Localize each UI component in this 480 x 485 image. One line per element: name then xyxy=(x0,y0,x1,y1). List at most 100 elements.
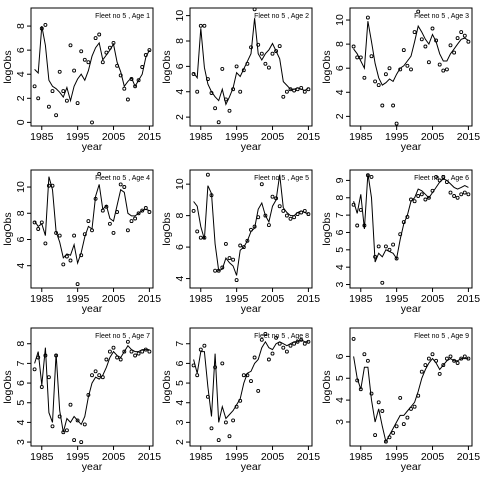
data-point xyxy=(64,98,69,103)
y-tick-label: 6 xyxy=(334,65,346,71)
data-point xyxy=(462,354,467,359)
y-tick-label: 2 xyxy=(15,95,27,101)
data-point xyxy=(111,230,116,235)
panel-3: 1985 1995 2005 2015 2 4 6 8 10 year logObs Fleet no… xyxy=(321,7,480,153)
data-point xyxy=(202,235,207,240)
fitted-line xyxy=(353,356,469,443)
data-point xyxy=(398,67,403,72)
data-point xyxy=(90,120,94,125)
data-point xyxy=(216,268,221,273)
x-tick-label: 1985 xyxy=(189,293,213,305)
data-point xyxy=(423,363,428,368)
data-point xyxy=(466,192,471,197)
data-point xyxy=(362,75,367,80)
data-point xyxy=(365,15,370,20)
y-tick-label: 4 xyxy=(334,264,346,270)
data-point xyxy=(351,336,356,341)
data-point xyxy=(256,388,261,393)
data-point xyxy=(205,172,210,177)
data-point xyxy=(223,97,228,102)
x-tick-label: 2005 xyxy=(421,293,445,305)
x-tick-label: 2005 xyxy=(261,293,285,305)
data-point xyxy=(238,398,243,403)
data-point xyxy=(245,238,250,243)
data-point xyxy=(266,223,271,228)
data-point xyxy=(249,379,253,384)
panel-9: 1985 1995 2005 2015 3 4 5 6 year logObs Fleet no 5… xyxy=(321,327,480,473)
data-point xyxy=(43,22,48,27)
y-tick-label: 4 xyxy=(15,71,27,77)
data-point xyxy=(107,349,112,354)
y-axis-label: logObs xyxy=(161,370,173,403)
x-tick-label: 1995 xyxy=(225,451,249,463)
data-point xyxy=(241,68,246,73)
data-point xyxy=(383,72,388,77)
data-point xyxy=(358,55,363,60)
data-point xyxy=(43,241,48,246)
data-point xyxy=(104,357,109,362)
data-point xyxy=(398,232,403,237)
y-tick-label: 5 xyxy=(334,247,346,253)
data-point xyxy=(36,96,41,101)
data-point xyxy=(419,369,424,374)
data-point xyxy=(295,212,300,217)
x-tick-label: 1995 xyxy=(225,131,249,143)
plot-frame xyxy=(30,169,154,289)
y-tick-label: 10 xyxy=(174,10,186,22)
x-axis-label: year xyxy=(401,141,422,153)
data-point xyxy=(143,206,148,210)
y-tick-label: 6 xyxy=(174,360,186,366)
y-axis-label: logObs xyxy=(161,212,173,245)
plot-frame xyxy=(349,169,473,289)
data-point xyxy=(383,439,388,444)
data-point xyxy=(68,402,73,407)
data-point xyxy=(93,196,98,201)
data-point xyxy=(302,208,307,213)
data-point xyxy=(133,84,138,89)
y-tick-label: 6 xyxy=(174,63,186,69)
data-point xyxy=(373,433,378,438)
y-tick-label: 3 xyxy=(334,281,346,287)
x-tick-label: 1985 xyxy=(30,293,54,305)
data-point xyxy=(358,387,363,392)
data-point xyxy=(299,210,304,215)
data-point xyxy=(36,227,41,231)
data-point xyxy=(122,349,127,354)
panel-5: 1985 1995 2005 2015 4 6 8 10 year logObs Fleet no … xyxy=(161,169,320,315)
panel-7: 1985 1995 2005 2015 3 4 5 6 7 8 year logObs Fleet no… xyxy=(2,327,161,473)
data-point xyxy=(252,7,257,12)
data-point xyxy=(358,207,363,212)
x-axis-label: year xyxy=(241,461,262,473)
x-tick-label: 2015 xyxy=(457,131,480,143)
data-point xyxy=(391,242,396,247)
data-point xyxy=(241,373,246,378)
data-point xyxy=(452,358,457,363)
plot-frame xyxy=(189,7,313,127)
data-point xyxy=(61,262,66,267)
plot-frame xyxy=(349,7,473,127)
data-point xyxy=(93,36,98,41)
data-point xyxy=(277,44,282,49)
data-point xyxy=(245,373,250,378)
data-point xyxy=(231,257,236,262)
y-tick-label: 7 xyxy=(174,341,186,347)
panel-title: Fleet no 5 , Age 2 xyxy=(254,13,309,20)
data-point xyxy=(394,256,399,261)
data-point xyxy=(462,33,467,38)
y-tick-label: 6 xyxy=(334,353,346,359)
data-point xyxy=(274,335,279,340)
panel-2: 1985 1995 2005 2015 2 4 6 8 10 year logObs Fleet no… xyxy=(161,7,320,153)
data-point xyxy=(107,221,112,226)
y-tick-label: 7 xyxy=(15,360,27,366)
data-point xyxy=(263,213,268,218)
data-point xyxy=(373,79,378,84)
x-tick-label: 1995 xyxy=(66,131,90,143)
data-point xyxy=(133,216,138,221)
y-tick-label: 8 xyxy=(15,23,27,29)
data-point xyxy=(409,197,413,202)
data-point xyxy=(39,26,44,31)
data-point xyxy=(140,349,145,354)
data-point xyxy=(227,256,232,261)
y-tick-label: 5 xyxy=(15,400,27,406)
x-tick-label: 2015 xyxy=(138,293,162,305)
